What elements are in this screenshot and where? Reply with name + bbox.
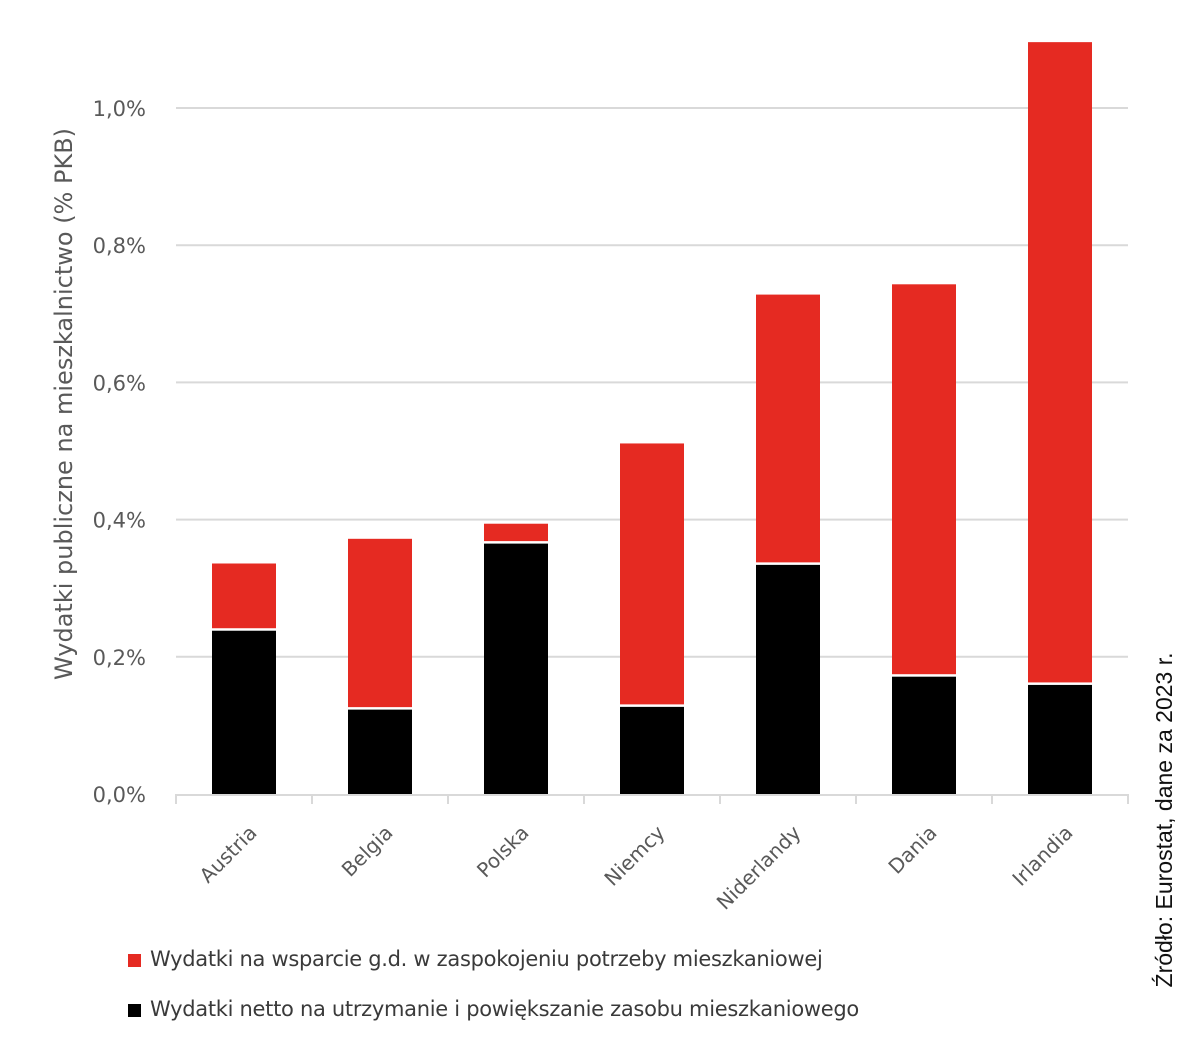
bar-segment-support [620, 443, 684, 705]
bar-segment-net [892, 676, 956, 794]
y-tick-label: 0,0% [93, 783, 146, 807]
bar-segment-support [756, 294, 820, 563]
x-tick-label: Niderlandy [712, 820, 806, 914]
bar-segment-support [484, 523, 548, 542]
bar-segment-net [348, 709, 412, 794]
legend-swatch-support [128, 954, 141, 967]
y-axis-title: Wydatki publiczne na mieszkalnictwo (% P… [50, 128, 78, 680]
x-tick-label: Austria [195, 821, 262, 888]
x-tick-label: Dania [883, 821, 941, 879]
y-tick-label: 0,8% [93, 234, 146, 258]
x-axis [175, 794, 1129, 804]
y-tick-label: 0,4% [93, 509, 146, 533]
x-axis-labels: Austria Belgia Polska Niemcy Niderlandy Dania… [195, 820, 1078, 914]
bar-segment-net [620, 706, 684, 794]
bar-segment-support [348, 538, 412, 708]
bar-segment-support [1028, 42, 1092, 683]
bars [212, 42, 1092, 794]
y-tick-label: 1,0% [93, 97, 146, 121]
bar-segment-net [1028, 684, 1092, 794]
bar-segment-support [892, 284, 956, 675]
y-axis-ticks: 0,0% 0,2% 0,4% 0,6% 0,8% 1,0% [93, 97, 146, 807]
legend-item-net: Wydatki netto na utrzymanie i powiększan… [128, 994, 859, 1024]
y-tick-label: 0,6% [93, 371, 146, 395]
bar-segment-net [756, 564, 820, 794]
legend: Wydatki na wsparcie g.d. w zaspokojeniu … [128, 944, 859, 1044]
x-tick-label: Belgia [337, 821, 398, 882]
source-note: Źródło: Eurostat, dane za 2023 r. [1151, 653, 1177, 988]
legend-label-support: Wydatki na wsparcie g.d. w zaspokojeniu … [150, 947, 823, 971]
legend-item-support: Wydatki na wsparcie g.d. w zaspokojeniu … [128, 944, 859, 974]
y-tick-label: 0,2% [93, 646, 146, 670]
gridlines [176, 107, 1128, 658]
bar-segment-net [212, 630, 276, 794]
bar-segment-support [212, 563, 276, 629]
x-tick-label: Niemcy [599, 820, 669, 890]
x-tick-label: Irlandia [1007, 821, 1077, 891]
x-tick-label: Polska [472, 821, 534, 883]
legend-swatch-net [128, 1004, 141, 1017]
bar-segment-net [484, 543, 548, 794]
legend-label-net: Wydatki netto na utrzymanie i powiększan… [150, 997, 859, 1021]
